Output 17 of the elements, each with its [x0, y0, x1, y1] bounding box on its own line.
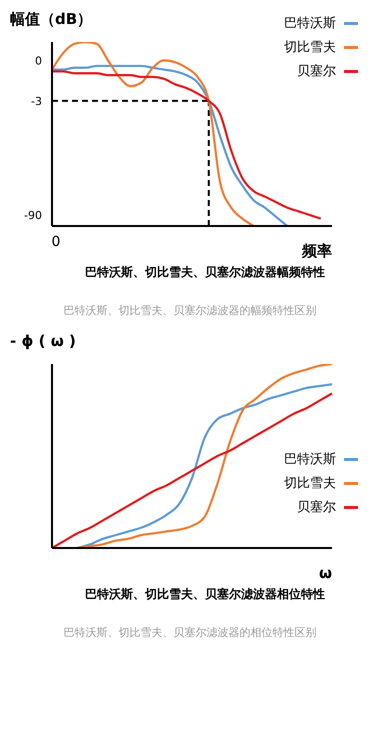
legend-label: 切比雪夫: [284, 475, 336, 492]
text: 0: [35, 54, 42, 68]
text: 巴特沃斯、切比雪夫、贝塞尔滤波器幅频特性: [84, 264, 326, 281]
text: 巴特沃斯、切比雪夫、贝塞尔滤波器相位特性: [84, 586, 326, 603]
legend-label: 切比雪夫: [284, 39, 336, 56]
y-axis-title: - ϕ ( ω ): [10, 332, 76, 350]
text: 巴特沃斯、切比雪夫、贝塞尔滤波器的相位特性区别: [62, 625, 318, 640]
legend-label: 贝塞尔: [297, 499, 336, 516]
legend-label: 巴特沃斯: [284, 451, 336, 468]
legend-label: 贝塞尔: [297, 63, 336, 80]
x-axis-title: ω: [318, 564, 332, 582]
legend-label: 巴特沃斯: [284, 15, 336, 32]
text: -90: [24, 208, 42, 222]
text: -3: [31, 94, 42, 108]
text: 巴特沃斯、切比雪夫、贝塞尔滤波器的幅频特性区别: [62, 303, 318, 318]
y-axis-title: 幅值（dB）: [10, 10, 92, 29]
text: 0: [52, 234, 60, 250]
